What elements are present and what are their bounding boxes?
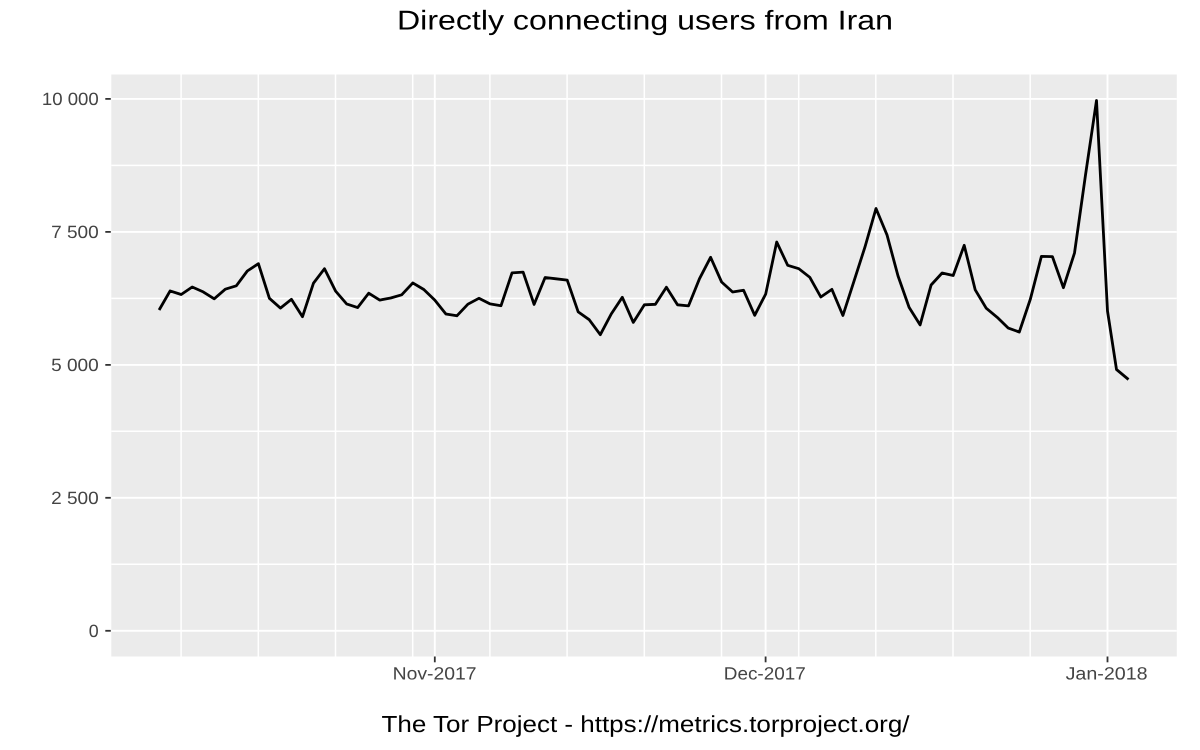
svg-text:2 500: 2 500 — [51, 488, 99, 508]
svg-text:0: 0 — [89, 621, 99, 641]
svg-text:Jan-2018: Jan-2018 — [1066, 664, 1148, 684]
svg-text:Dec-2017: Dec-2017 — [724, 664, 806, 684]
svg-text:Directly connecting users from: Directly connecting users from Iran — [397, 4, 893, 35]
svg-text:5 000: 5 000 — [51, 355, 99, 375]
svg-text:Nov-2017: Nov-2017 — [393, 664, 477, 684]
svg-text:10 000: 10 000 — [42, 89, 99, 109]
svg-text:7 500: 7 500 — [51, 222, 99, 242]
svg-text:The Tor Project - https://metr: The Tor Project - https://metrics.torpro… — [382, 711, 911, 737]
